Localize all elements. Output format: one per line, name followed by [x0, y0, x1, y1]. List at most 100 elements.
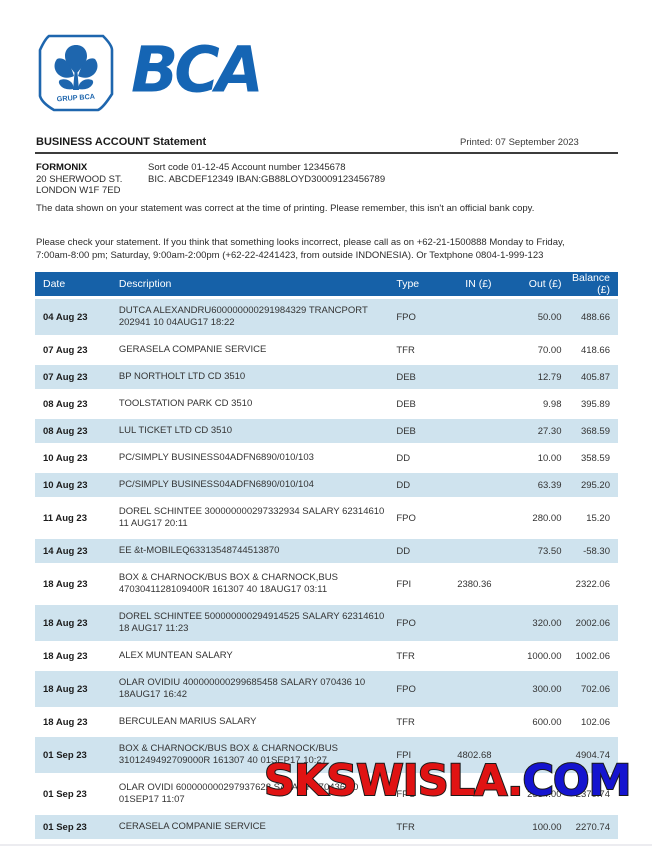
cell-description: PC/SIMPLY BUSINESS04ADFN6890/010/104	[118, 479, 314, 490]
table-row: 07 Aug 23 BP NORTHOLT LTD CD 3510 DEB 12…	[35, 362, 618, 389]
table-row: 18 Aug 23 ALEX MUNTEAN SALARY TFR 1000.0…	[35, 641, 618, 668]
cell-type: DD	[396, 545, 411, 557]
disclaimer-text: The data shown on your statement was cor…	[36, 203, 535, 214]
table-row: 04 Aug 23 DUTCA ALEXANDRU600000000291984…	[35, 296, 618, 335]
bca-wordmark: BCA	[131, 32, 264, 107]
table-row: 01 Sep 23 BOX & CHARNOCK/BUS BOX & CHARN…	[35, 734, 618, 773]
cell-description: DUTCA ALEXANDRU600000000291984329 TRANCP…	[118, 305, 368, 328]
account-address-line1: 20 SHERWOOD ST.	[36, 173, 123, 185]
cell-description: DOREL SCHINTEE 500000000294914525 SALARY…	[118, 611, 385, 634]
account-numbers-block: Sort code 01-12-45 Account number 123456…	[148, 162, 385, 185]
cell-in: 4802.68	[457, 749, 492, 761]
cell-date: 18 Aug 23	[43, 683, 88, 695]
cell-in	[446, 545, 496, 557]
cell-type: FPO	[396, 617, 416, 629]
cell-out: 63.39	[537, 479, 562, 491]
cell-balance: 418.66	[580, 344, 610, 356]
cell-date: 18 Aug 23	[43, 716, 88, 728]
printed-date: Printed: 07 September 2023	[460, 137, 579, 148]
cell-description: BP NORTHOLT LTD CD 3510	[118, 371, 246, 382]
column-header-in: IN (£)	[465, 278, 492, 290]
cell-type: DEB	[396, 371, 416, 383]
table-header-row: Date Description Type IN (£) Out (£) Bal…	[35, 272, 618, 296]
cell-out: 73.50	[537, 545, 562, 557]
cell-type: DEB	[396, 398, 416, 410]
cell-type: FPO	[396, 788, 416, 800]
account-holder-block: FORMONIX 20 SHERWOOD ST. LONDON W1F 7ED	[36, 162, 122, 197]
cell-date: 18 Aug 23	[43, 617, 88, 629]
cell-out: 300.00	[532, 683, 562, 695]
cell-balance: 395.89	[580, 398, 610, 410]
cell-balance: 2002.06	[575, 617, 610, 629]
cell-type: DD	[396, 452, 411, 464]
watermark-secondary: COM	[521, 755, 632, 807]
cell-date: 01 Sep 23	[43, 749, 87, 761]
column-header-description: Description	[118, 278, 172, 290]
cell-type: FPI	[396, 578, 412, 590]
column-header-date: Date	[43, 278, 66, 290]
cell-balance: 702.06	[580, 683, 610, 695]
cell-date: 07 Aug 23	[43, 371, 88, 383]
cell-in	[446, 650, 496, 662]
cell-description: OLAR OVIDI 600000000297937622 SALARY 070…	[118, 782, 359, 805]
contact-text: Please check your statement. If you thin…	[36, 237, 565, 261]
transactions-table: Date Description Type IN (£) Out (£) Bal…	[35, 272, 618, 839]
cell-date: 04 Aug 23	[43, 311, 88, 323]
table-row: 08 Aug 23 LUL TICKET LTD CD 3510 DEB 27.…	[35, 416, 618, 443]
table-row: 18 Aug 23 DOREL SCHINTEE 500000000294914…	[35, 602, 618, 641]
cell-in	[446, 344, 496, 356]
cell-description: PC/SIMPLY BUSINESS04ADFN6890/010/103	[118, 452, 314, 463]
cell-in	[446, 683, 496, 695]
cell-type: TFR	[396, 716, 415, 728]
table-row: 18 Aug 23 BERCULEAN MARIUS SALARY TFR 60…	[35, 707, 618, 734]
cell-description: TOOLSTATION PARK CD 3510	[118, 398, 253, 409]
bic-iban-line: BIC. ABCDEF12349 IBAN:GB88LOYD3000912345…	[148, 173, 386, 185]
table-row: 18 Aug 23 OLAR OVIDIU 400000000299685458…	[35, 668, 618, 707]
cell-date: 18 Aug 23	[43, 578, 88, 590]
table-body: 04 Aug 23 DUTCA ALEXANDRU600000000291984…	[35, 296, 618, 839]
cell-description: BOX & CHARNOCK/BUS BOX & CHARNOCK,BUS 47…	[118, 572, 338, 595]
table-row: 18 Aug 23 BOX & CHARNOCK/BUS BOX & CHARN…	[35, 563, 618, 602]
page-title: BUSINESS ACCOUNT Statement	[36, 136, 207, 148]
cell-balance: 2270.74	[575, 821, 610, 833]
cell-in	[446, 425, 496, 437]
cell-out: 70.00	[537, 344, 562, 356]
cell-date: 18 Aug 23	[43, 650, 88, 662]
cell-out: 27.30	[537, 425, 562, 437]
cell-out: 9.98	[542, 398, 562, 410]
cell-description: GERASELA COMPANIE SERVICE	[118, 344, 267, 355]
cell-description: LUL TICKET LTD CD 3510	[118, 425, 233, 436]
table-row: 10 Aug 23 PC/SIMPLY BUSINESS04ADFN6890/0…	[35, 443, 618, 470]
cell-date: 08 Aug 23	[43, 398, 88, 410]
account-address-line2: LONDON W1F 7ED	[36, 185, 121, 196]
cell-out: 50.00	[537, 311, 562, 323]
cell-in	[446, 371, 496, 383]
column-header-balance: Balance (£)	[572, 272, 610, 296]
cell-out: 600.00	[532, 716, 562, 728]
grup-bca-label: GRUP BCA	[56, 92, 95, 104]
table-row: 14 Aug 23 EE &t-MOBILEQ63313548744513870…	[35, 536, 618, 563]
table-row: 01 Sep 23 OLAR OVIDI 600000000297937622 …	[35, 773, 618, 812]
cell-type: TFR	[396, 650, 415, 662]
cell-balance: 2322.06	[575, 578, 610, 590]
cell-description: BERCULEAN MARIUS SALARY	[118, 716, 257, 727]
cell-in: 2380.36	[457, 578, 492, 590]
table-row: 10 Aug 23 PC/SIMPLY BUSINESS04ADFN6890/0…	[35, 470, 618, 497]
table-row: 07 Aug 23 GERASELA COMPANIE SERVICE TFR …	[35, 335, 618, 362]
cell-type: FPO	[396, 311, 416, 323]
cell-description: CERASELA COMPANIE SERVICE	[118, 821, 266, 832]
cell-in	[446, 821, 496, 833]
cell-type: TFR	[396, 821, 415, 833]
cell-out: 10.00	[537, 452, 562, 464]
cell-in	[446, 452, 496, 464]
cell-out	[496, 578, 566, 590]
cell-in	[446, 512, 496, 524]
cell-description: ALEX MUNTEAN SALARY	[118, 650, 233, 661]
site-watermark: SKSWISLA.COM	[263, 755, 632, 807]
cell-description: DOREL SCHINTEE 300000000297332934 SALARY…	[118, 506, 385, 529]
cell-description: BOX & CHARNOCK/BUS BOX & CHARNOCK/BUS 31…	[118, 743, 338, 766]
cell-balance: 1002.06	[575, 650, 610, 662]
cell-out: 320.00	[532, 617, 562, 629]
cell-date: 11 Aug 23	[43, 512, 88, 524]
